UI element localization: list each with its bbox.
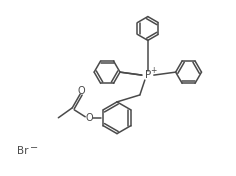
Text: −: − <box>30 143 38 153</box>
Text: O: O <box>85 113 93 123</box>
Text: P: P <box>145 70 151 80</box>
Text: Br: Br <box>17 146 28 156</box>
Text: +: + <box>150 66 156 75</box>
Text: O: O <box>77 86 85 96</box>
